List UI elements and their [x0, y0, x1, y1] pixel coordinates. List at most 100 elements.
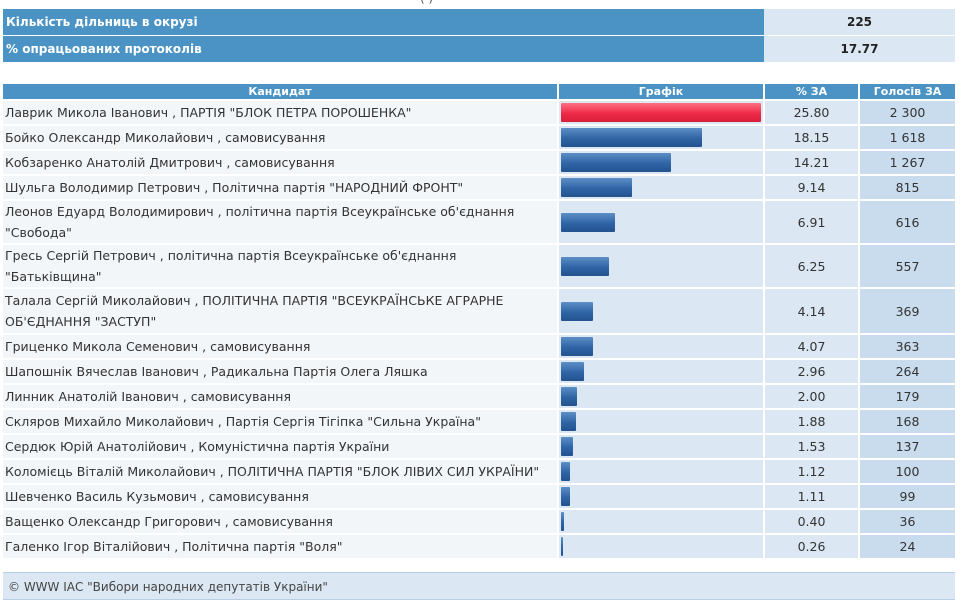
pct-cell: 4.14	[765, 287, 860, 333]
table-row: Шевченко Василь Кузьмович , самовисуванн…	[3, 483, 955, 508]
pct-cell: 1.11	[765, 483, 860, 508]
table-row: Бойко Олександр Миколайович , самовисува…	[3, 124, 955, 149]
graph-cell	[559, 333, 765, 358]
table-row: Гриценко Микола Семенович , самовисуванн…	[3, 333, 955, 358]
candidate-cell: Ващенко Олександр Григорович , самовисув…	[3, 508, 559, 533]
candidate-name: Галенко Ігор Віталійович	[5, 539, 171, 554]
table-row: Коломієць Віталій Миколайович , ПОЛІТИЧН…	[3, 458, 955, 483]
candidate-party: самовисування	[208, 489, 309, 504]
votes-cell: 815	[860, 174, 955, 199]
table-row: Сердюк Юрій Анатолійович , Комуністична …	[3, 433, 955, 458]
table-row: Леонов Едуард Володимирович , політична …	[3, 199, 955, 243]
table-row: Талала Сергій Миколайович , ПОЛІТИЧНА ПА…	[3, 287, 955, 333]
results-table: Кандидат Графік % ЗА Голосів ЗА Лаврик М…	[3, 84, 955, 558]
candidate-cell: Кобзаренко Анатолій Дмитрович , самовису…	[3, 149, 559, 174]
graph-cell	[559, 533, 765, 558]
candidate-name: Кобзаренко Анатолій Дмитрович	[5, 155, 223, 170]
candidate-party: Політична партія "НАРОДНИЙ ФРОНТ"	[212, 180, 464, 195]
table-row: Ващенко Олександр Григорович , самовисув…	[3, 508, 955, 533]
header-fragment: ( )	[420, 0, 433, 5]
candidate-name: Ващенко Олександр Григорович	[5, 514, 221, 529]
candidate-name: Скляров Михайло Миколайович	[5, 414, 214, 429]
table-row: Лаврик Микола Іванович , ПАРТІЯ "БЛОК ПЕ…	[3, 99, 955, 124]
candidate-party: Політична партія "Воля"	[182, 539, 343, 554]
table-row: Шульга Володимир Петрович , Політична па…	[3, 174, 955, 199]
pct-cell: 18.15	[765, 124, 860, 149]
pct-cell: 1.12	[765, 458, 860, 483]
candidate-party: політична партія Всеукраїнське об'єднанн…	[5, 204, 515, 240]
pct-cell: 2.96	[765, 358, 860, 383]
candidate-cell: Гриценко Микола Семенович , самовисуванн…	[3, 333, 559, 358]
candidate-cell: Линник Анатолій Іванович , самовисування	[3, 383, 559, 408]
graph-cell	[559, 243, 765, 287]
candidate-party: самовисування	[225, 130, 326, 145]
footer-copyright: © WWW ІАС "Вибори народних депутатів Укр…	[3, 572, 955, 600]
vote-bar	[561, 537, 563, 556]
summary-value: 17.77	[764, 35, 955, 63]
column-header-candidate: Кандидат	[3, 84, 559, 99]
candidate-name: Бойко Олександр Миколайович	[5, 130, 214, 145]
graph-cell	[559, 383, 765, 408]
votes-cell: 137	[860, 433, 955, 458]
pct-cell: 1.53	[765, 433, 860, 458]
candidate-name: Гресь Сергій Петрович	[5, 248, 156, 263]
graph-cell	[559, 433, 765, 458]
votes-cell: 1 618	[860, 124, 955, 149]
column-header-votes: Голосів ЗА	[860, 84, 955, 99]
graph-cell	[559, 508, 765, 533]
graph-cell	[559, 483, 765, 508]
candidate-cell: Гресь Сергій Петрович , політична партія…	[3, 243, 559, 287]
votes-cell: 1 267	[860, 149, 955, 174]
results-header-row: Кандидат Графік % ЗА Голосів ЗА	[3, 84, 955, 99]
candidate-name: Талала Сергій Миколайович	[5, 293, 191, 308]
table-row: Галенко Ігор Віталійович , Політична пар…	[3, 533, 955, 558]
candidate-name: Шульга Володимир Петрович	[5, 180, 201, 195]
vote-bar	[561, 387, 577, 406]
table-row: Гресь Сергій Петрович , політична партія…	[3, 243, 955, 287]
votes-cell: 24	[860, 533, 955, 558]
candidate-cell: Шевченко Василь Кузьмович , самовисуванн…	[3, 483, 559, 508]
graph-cell	[559, 174, 765, 199]
pct-cell: 6.25	[765, 243, 860, 287]
vote-bar	[561, 128, 702, 147]
pct-cell: 0.40	[765, 508, 860, 533]
graph-cell	[559, 149, 765, 174]
summary-label: Кількість дільниць в окрузі	[3, 9, 764, 36]
table-row: Линник Анатолій Іванович , самовисування…	[3, 383, 955, 408]
votes-cell: 369	[860, 287, 955, 333]
votes-cell: 2 300	[860, 99, 955, 124]
summary-label: % опрацьованих протоколів	[3, 35, 764, 63]
vote-bar	[561, 412, 576, 431]
candidate-party: Комуністична партія України	[198, 439, 390, 454]
candidate-name: Шапошнік Вячеслав Іванович	[5, 364, 199, 379]
candidate-name: Леонов Едуард Володимирович	[5, 204, 214, 219]
candidate-party: самовисування	[234, 155, 335, 170]
pct-cell: 9.14	[765, 174, 860, 199]
graph-cell	[559, 124, 765, 149]
candidate-party: самовисування	[232, 514, 333, 529]
candidate-party: Партія Сергія Тігіпка "Сильна Україна"	[225, 414, 481, 429]
vote-bar	[561, 487, 570, 506]
column-header-graph: Графік	[559, 84, 765, 99]
candidate-name: Шевченко Василь Кузьмович	[5, 489, 197, 504]
candidate-party: ПОЛІТИЧНА ПАРТІЯ "БЛОК ЛІВИХ СИЛ УКРАЇНИ…	[227, 464, 540, 479]
votes-cell: 179	[860, 383, 955, 408]
vote-bar	[561, 212, 615, 232]
vote-bar	[561, 337, 593, 356]
candidate-cell: Шапошнік Вячеслав Іванович , Радикальна …	[3, 358, 559, 383]
table-row: Кобзаренко Анатолій Дмитрович , самовису…	[3, 149, 955, 174]
vote-bar	[561, 437, 573, 456]
candidate-cell: Шульга Володимир Петрович , Політична па…	[3, 174, 559, 199]
candidate-party: політична партія Всеукраїнське об'єднанн…	[5, 248, 457, 284]
candidate-party: ПОЛІТИЧНА ПАРТІЯ "ВСЕУКРАЇНСЬКЕ АГРАРНЕ …	[5, 293, 504, 329]
vote-bar	[561, 362, 584, 381]
candidate-cell: Леонов Едуард Володимирович , політична …	[3, 199, 559, 243]
table-row: Скляров Михайло Миколайович , Партія Сер…	[3, 408, 955, 433]
candidate-cell: Лаврик Микола Іванович , ПАРТІЯ "БЛОК ПЕ…	[3, 99, 559, 124]
votes-cell: 99	[860, 483, 955, 508]
votes-cell: 264	[860, 358, 955, 383]
candidate-cell: Скляров Михайло Миколайович , Партія Сер…	[3, 408, 559, 433]
vote-bar	[561, 178, 632, 197]
votes-cell: 363	[860, 333, 955, 358]
pct-cell: 6.91	[765, 199, 860, 243]
